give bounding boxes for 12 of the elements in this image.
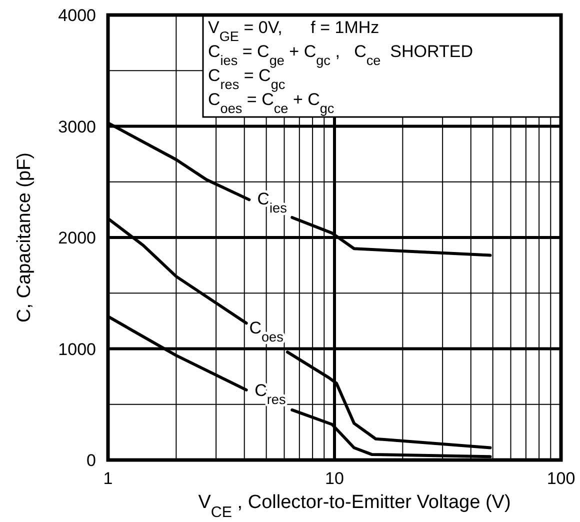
x-tick-label: 10 xyxy=(325,469,344,488)
y-tick-label: 3000 xyxy=(58,117,96,136)
x-tick-label: 100 xyxy=(546,469,576,488)
x-axis-title: V$_{CE}$ , Collector-to-Emitter Voltage (V) xyxy=(198,492,511,520)
y-tick-label: 2000 xyxy=(58,228,96,248)
y-axis-title: C, Capacitance (pF) xyxy=(14,152,35,323)
text: C$_{ies}$ = C$_{ge}$ + C$_{gc}$ , C$_{ce}$ SHORTED xyxy=(208,42,473,68)
y-tick-label: 4000 xyxy=(58,6,96,25)
y-tick-label: 1000 xyxy=(58,340,96,359)
y-tick-label: 0 xyxy=(86,451,96,470)
x-tick-label: 1 xyxy=(103,469,113,488)
annotation: V$_{GE}$ = 0V, f = 1MHz xyxy=(208,18,380,44)
